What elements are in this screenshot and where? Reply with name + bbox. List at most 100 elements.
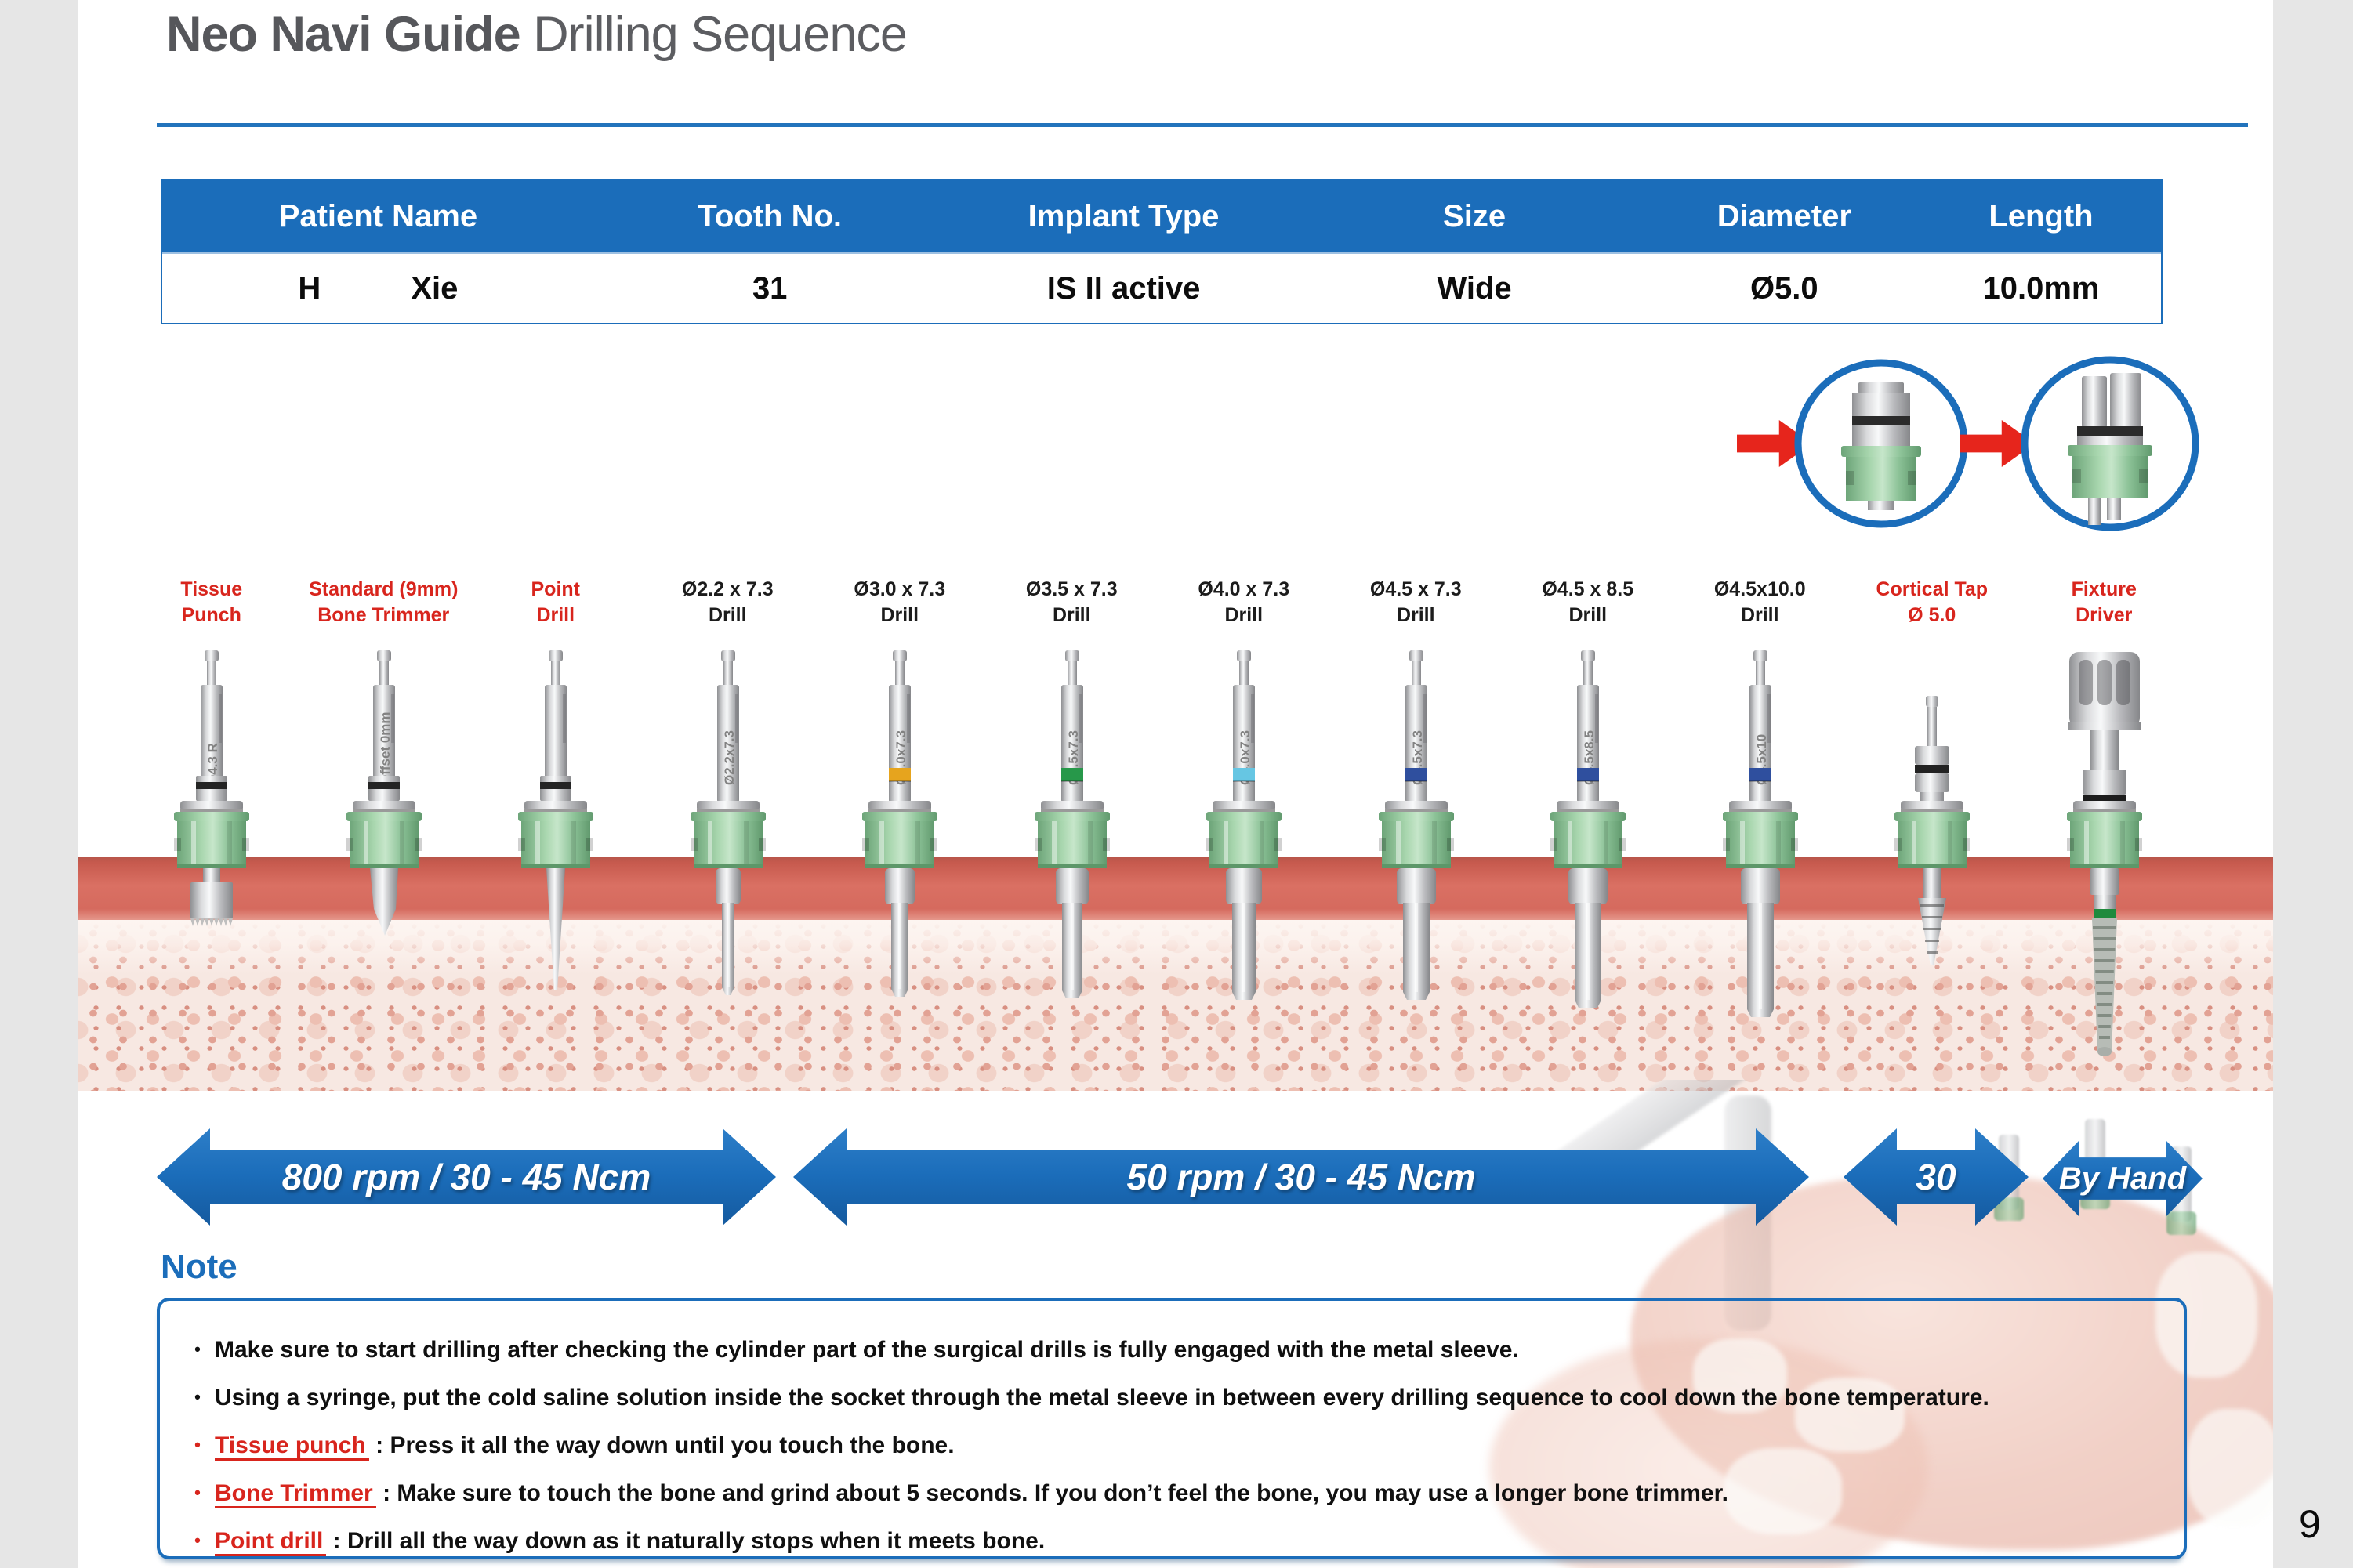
note-text: : Drill all the way down as it naturally…	[326, 1528, 1046, 1554]
left-margin	[0, 0, 78, 1568]
drill-item-10: Ø4.5x10.0 Drill Ø4.5x10	[1674, 577, 1847, 1094]
page-title-brand: Neo Navi Guide	[166, 7, 521, 62]
col-header-implant-type: Implant Type	[1028, 198, 1220, 234]
patient-last-name: Xie	[411, 270, 459, 306]
drill-illustration-twist-icon: Ø4.5x10	[1674, 650, 1847, 1089]
note-term: Point drill	[215, 1528, 327, 1556]
cell-diameter: Ø5.0	[1749, 270, 1818, 306]
cell-implant-type: IS II active	[1046, 270, 1201, 306]
drill-illustration-twist-icon: Ø4.5x7.3	[1330, 650, 1503, 1089]
drill-illustration-point-icon	[470, 650, 642, 1089]
drill-label: Ø2.2 x 7.3 Drill	[681, 578, 774, 626]
drill-item-2: Standard (9mm) Bone Trimmer Offset 0mm	[298, 577, 470, 1094]
cell-patient-name: H Xie	[162, 271, 594, 306]
note-bullet-2: • Using a syringe, put the cold saline so…	[180, 1385, 1989, 1411]
note-term: Bone Trimmer	[215, 1480, 376, 1508]
note-term: Tissue punch	[215, 1432, 369, 1461]
drill-item-1: Tissue Punch Ø4.3 R	[125, 577, 298, 1094]
patient-info-table: Patient Name Tooth No. Implant Type Size…	[161, 179, 2163, 324]
drill-label: Standard (9mm) Bone Trimmer	[309, 578, 459, 626]
drill-item-12: Fixture Driver	[2018, 577, 2191, 1094]
drill-label: Ø4.0 x 7.3 Drill	[1198, 578, 1290, 626]
drill-item-6: Ø3.5 x 7.3 Drill Ø3.5x7.3	[986, 577, 1158, 1094]
drill-label: Point Drill	[531, 578, 581, 626]
bone-layer-fade	[78, 920, 2273, 975]
drill-illustration-twist-icon: Ø2.2x7.3	[642, 650, 814, 1089]
tooth-shape	[1693, 1338, 1787, 1413]
drill-label: Ø4.5 x 8.5 Drill	[1542, 578, 1634, 626]
svg-text:Ø4.3 R: Ø4.3 R	[205, 743, 220, 785]
drill-label: Ø4.5 x 7.3 Drill	[1369, 578, 1462, 626]
note-bullet-1: • Make sure to start drilling after check…	[180, 1337, 1519, 1363]
svg-text:Ø2.2x7.3: Ø2.2x7.3	[722, 730, 737, 785]
guide-page: Neo Navi Guide Drilling Sequence Patient…	[78, 0, 2273, 1568]
col-header-length: Length	[1989, 198, 2094, 234]
speed-arrow-label: 800 rpm / 30 - 45 Ncm	[281, 1157, 651, 1197]
page-title: Neo Navi Guide Drilling Sequence	[166, 6, 908, 63]
note-bullet-3: • Tissue punch : Press it all the way dow…	[180, 1432, 955, 1461]
drill-item-5: Ø3.0 x 7.3 Drill Ø3.0x7.3	[814, 577, 986, 1094]
drill-illustration-punch-icon: Ø4.3 R	[125, 650, 298, 1089]
speed-arrow-label: 50 rpm / 30 - 45 Ncm	[1126, 1157, 1476, 1197]
drill-item-4: Ø2.2 x 7.3 Drill Ø2.2x7.3	[642, 577, 814, 1094]
speed-arrow-label: 30	[1916, 1157, 1956, 1197]
tooth-shape	[2155, 1252, 2257, 1378]
drill-illustration-twist-icon: Ø4.0x7.3	[1158, 650, 1330, 1089]
implant-cap	[2166, 1211, 2196, 1235]
stopper-detail-circle-1	[1793, 357, 1970, 534]
tooth-shape	[2187, 1409, 2273, 1526]
drill-illustration-trimmer-icon: Offset 0mm	[298, 650, 470, 1089]
note-box	[157, 1298, 2187, 1559]
drill-item-7: Ø4.0 x 7.3 Drill Ø4.0x7.3	[1158, 577, 1330, 1094]
bullet-dot-icon: •	[194, 1530, 201, 1550]
bullet-dot-icon: •	[194, 1339, 201, 1359]
svg-text:Offset 0mm: Offset 0mm	[378, 712, 393, 785]
drill-label: Tissue Punch	[180, 578, 243, 626]
cell-tooth-no: 31	[752, 270, 788, 306]
jaw-model-image	[1254, 1080, 2273, 1568]
tooth-shape	[1795, 1378, 1905, 1452]
title-divider	[157, 123, 2248, 127]
drill-illustration-twist-icon: Ø4.5x8.5	[1502, 650, 1674, 1089]
note-bullet-4: • Bone Trimmer : Make sure to touch the b…	[180, 1480, 1728, 1508]
drill-label: Ø3.0 x 7.3 Drill	[854, 578, 946, 626]
col-header-diameter: Diameter	[1717, 198, 1851, 234]
table-value-row: H Xie 31 IS II active Wide Ø5.0 10.0mm	[162, 252, 2161, 323]
drill-label: Cortical Tap Ø 5.0	[1876, 578, 1989, 626]
drill-item-11: Cortical Tap Ø 5.0	[1846, 577, 2018, 1094]
col-header-tooth-no: Tooth No.	[698, 198, 843, 234]
note-text: Make sure to start drilling after checki…	[215, 1337, 1519, 1363]
drill-illustration-twist-icon: Ø3.0x7.3	[814, 650, 986, 1089]
page-number: 9	[2299, 1502, 2321, 1546]
col-header-size: Size	[1443, 198, 1506, 234]
bullet-dot-icon: •	[194, 1435, 201, 1454]
cell-length: 10.0mm	[1982, 270, 2100, 306]
speed-arrow-label: By Hand	[2058, 1161, 2187, 1196]
page-title-suffix: Drilling Sequence	[520, 7, 908, 62]
drill-item-3: Point Drill	[470, 577, 642, 1094]
drill-sequence-row: Tissue Punch Ø4.3 R Standard (9mm) Bone Trim…	[125, 577, 2190, 1094]
note-text: : Make sure to touch the bone and grind …	[375, 1480, 1728, 1506]
cell-size: Wide	[1437, 270, 1512, 306]
drill-illustration-twist-icon: Ø3.5x7.3	[986, 650, 1158, 1089]
right-margin	[2273, 0, 2353, 1568]
drill-illustration-driver-icon	[2018, 650, 2191, 1089]
table-header-row: Patient Name Tooth No. Implant Type Size…	[162, 180, 2161, 252]
tooth-shape	[1724, 1448, 1842, 1534]
note-heading: Note	[161, 1248, 237, 1286]
drill-label: Ø3.5 x 7.3 Drill	[1025, 578, 1118, 626]
bullet-dot-icon: •	[194, 1387, 201, 1407]
drill-item-9: Ø4.5 x 8.5 Drill Ø4.5x8.5	[1502, 577, 1674, 1094]
note-text: : Press it all the way down until you to…	[368, 1432, 955, 1458]
drill-illustration-tap-icon	[1846, 650, 2018, 1089]
drill-label: Fixture Driver	[2071, 578, 2137, 626]
bullet-dot-icon: •	[194, 1483, 201, 1502]
drill-item-8: Ø4.5 x 7.3 Drill Ø4.5x7.3	[1330, 577, 1503, 1094]
drill-label: Ø4.5x10.0 Drill	[1713, 578, 1806, 626]
speed-arrow-800rpm: 800 rpm / 30 - 45 Ncm	[157, 1128, 776, 1226]
patient-first-name: H	[298, 270, 321, 306]
note-bullet-5: • Point drill : Drill all the way down as…	[180, 1528, 1046, 1556]
note-text: Using a syringe, put the cold saline sol…	[215, 1385, 1989, 1410]
col-header-patient-name: Patient Name	[278, 198, 478, 234]
speed-arrow-by-hand: By Hand	[2043, 1141, 2203, 1216]
